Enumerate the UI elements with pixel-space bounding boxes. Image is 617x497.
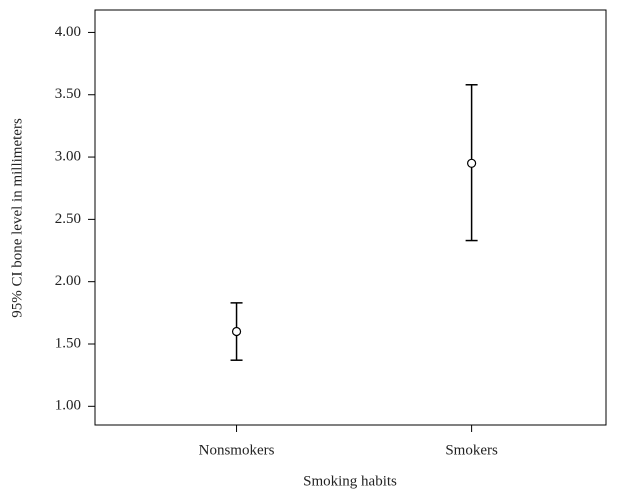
plot-frame [94, 9, 607, 426]
y-tick-label: 2.50 [55, 211, 81, 227]
y-tick-label: 1.00 [55, 398, 81, 414]
y-axis-label: 95% CI bone level in millimeters [9, 118, 25, 318]
y-tick-label: 2.00 [55, 273, 81, 289]
y-tick-label: 4.00 [55, 24, 81, 40]
x-tick-label: Nonsmokers [199, 442, 275, 458]
mean-marker [231, 326, 242, 337]
x-axis-label: Smoking habits [303, 473, 397, 489]
y-tick-label: 3.50 [55, 86, 81, 102]
y-tick-label: 1.50 [55, 335, 81, 351]
x-tick-label: Smokers [445, 442, 498, 458]
y-tick-label: 3.00 [55, 148, 81, 164]
mean-marker [467, 158, 477, 168]
